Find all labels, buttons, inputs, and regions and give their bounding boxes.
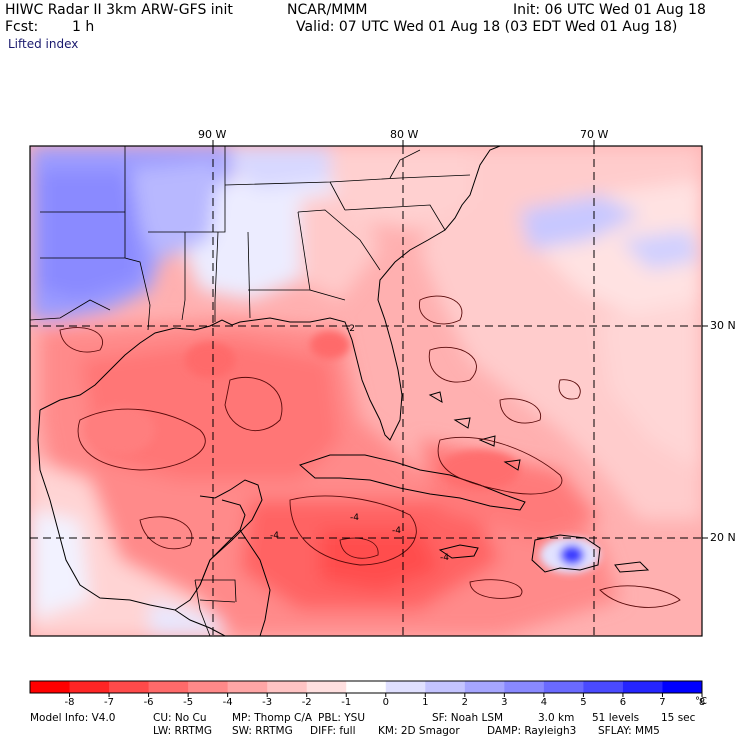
colorbar-tick-label: 3 xyxy=(501,697,508,708)
colorbar-tick-label: 4 xyxy=(540,697,548,708)
damping: DAMP: Rayleigh3 xyxy=(487,725,577,737)
colorbar-tick-label: 2 xyxy=(461,697,468,708)
colorbar-tick-label: -8 xyxy=(64,697,75,708)
contour-label: -2 xyxy=(346,324,355,334)
title-left: HIWC Radar II 3km ARW-GFS init xyxy=(5,2,233,18)
map-field: -2 -4 -4 -4 -4 xyxy=(30,146,702,636)
colorbar-tick-label: -7 xyxy=(104,697,115,708)
lon-label-90w: 90 W xyxy=(198,128,227,141)
map-frame xyxy=(29,145,703,637)
lon-label-70w: 70 W xyxy=(580,128,609,141)
colorbar-cell xyxy=(69,681,110,693)
colorbar-cell xyxy=(306,681,347,693)
cumulus-scheme: CU: No Cu xyxy=(153,712,207,724)
frame-ticks xyxy=(212,140,708,539)
colorbar-cell xyxy=(622,681,663,693)
colorbar-frame xyxy=(29,680,703,694)
colorbar-tick-label: 5 xyxy=(580,697,587,708)
km-option: KM: 2D Smagor xyxy=(378,725,460,737)
field-name: Lifted index xyxy=(8,37,79,51)
contour-label: -4 xyxy=(440,553,449,563)
lon-label-80w: 80 W xyxy=(390,128,419,141)
colorbar-tick-label: 1 xyxy=(422,697,429,708)
surface-scheme: SF: Noah LSM xyxy=(432,712,504,724)
contour-label: -4 xyxy=(270,531,279,541)
shortwave-scheme: SW: RRTMG xyxy=(232,725,293,737)
contours xyxy=(59,295,681,608)
colorbar-tick-label: -3 xyxy=(262,697,273,708)
forecast-hour: 1 h xyxy=(72,19,95,35)
colorbar-cells xyxy=(29,680,703,697)
colorbar-tick-label: -1 xyxy=(341,697,352,708)
colorbar-cell xyxy=(30,681,71,693)
diffusion: DIFF: full xyxy=(310,725,356,737)
contour-labels: -2 -4 -4 -4 -4 xyxy=(270,324,449,563)
colorbar-cell xyxy=(662,681,703,693)
colorbar-cell xyxy=(543,681,584,693)
colorbar-cell xyxy=(385,681,426,693)
colorbar-cell xyxy=(583,681,624,693)
colorbar-cell xyxy=(109,681,150,693)
microphysics: MP: Thomp C/A xyxy=(232,712,313,724)
colorbar-cell xyxy=(504,681,545,693)
lifted-index-map: -2 -4 -4 -4 -4 xyxy=(29,140,708,637)
lat-label-20n: 20 N xyxy=(710,531,736,544)
colorbar-tick-label: 7 xyxy=(659,697,666,708)
colorbar-tick-label: -6 xyxy=(143,697,154,708)
colorbar-cell xyxy=(227,681,268,693)
coastlines xyxy=(37,146,650,636)
grid-spacing: 3.0 km xyxy=(538,712,575,724)
colorbar-tick-label: -2 xyxy=(301,697,312,708)
colorbar-tick-label: -4 xyxy=(222,697,233,708)
title-center: NCAR/MMM xyxy=(287,2,368,18)
forecast-label: Fcst: xyxy=(5,19,39,35)
init-time: Init: 06 UTC Wed 01 Aug 18 xyxy=(513,2,706,18)
longwave-scheme: LW: RRTMG xyxy=(153,725,212,737)
time-step: 15 sec xyxy=(661,712,696,724)
lat-lon-grid xyxy=(30,146,702,636)
contour-label: -4 xyxy=(392,526,401,536)
colorbar-cell xyxy=(148,681,189,693)
colorbar-cell xyxy=(346,681,387,693)
lat-label-30n: 30 N xyxy=(710,319,736,332)
colorbar-tick-label: 8 xyxy=(698,697,706,708)
colorbar-cell xyxy=(267,681,308,693)
surface-layer: SFLAY: MM5 xyxy=(598,725,660,737)
colorbar-unit: °C xyxy=(695,696,707,707)
colorbar-tick-label: 0 xyxy=(382,697,389,708)
vertical-levels: 51 levels xyxy=(592,712,640,724)
political-boundaries xyxy=(30,146,471,636)
colorbar-cell xyxy=(425,681,466,693)
model-info: Model Info: V4.0 xyxy=(30,712,116,724)
valid-time: Valid: 07 UTC Wed 01 Aug 18 (03 EDT Wed … xyxy=(296,19,678,35)
colorbar-tick-label: 6 xyxy=(619,697,627,708)
colorbar-cell xyxy=(464,681,505,693)
colorbar-tick-label: -5 xyxy=(183,697,194,708)
contour-label: -4 xyxy=(350,513,359,523)
colorbar-cell xyxy=(188,681,229,693)
pbl-scheme: PBL: YSU xyxy=(318,712,366,724)
